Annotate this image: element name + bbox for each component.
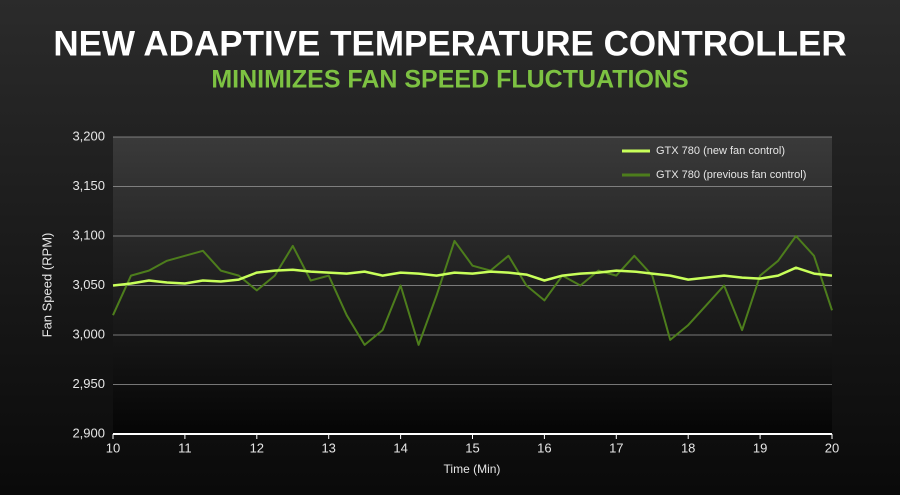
y-tick-label: 3,000 bbox=[72, 326, 105, 341]
x-tick-label: 16 bbox=[537, 440, 551, 455]
series-line bbox=[112, 266, 833, 287]
y-tick-label: 3,100 bbox=[72, 227, 105, 242]
y-tick-label: 3,200 bbox=[72, 128, 105, 143]
y-tick-label: 2,900 bbox=[72, 425, 105, 440]
x-tick-label: 15 bbox=[465, 440, 479, 455]
x-axis-label: Time (Min) bbox=[444, 462, 501, 476]
x-tick-label: 10 bbox=[106, 440, 120, 455]
x-tick-label: 11 bbox=[178, 440, 192, 455]
y-axis-label: Fan Speed (RPM) bbox=[39, 233, 54, 338]
x-tick-label: 18 bbox=[681, 440, 695, 455]
y-tick-label: 3,050 bbox=[72, 277, 105, 292]
y-tick-label: 2,950 bbox=[72, 376, 105, 391]
legend-label: GTX 780 (previous fan control) bbox=[656, 169, 806, 181]
x-tick-label: 19 bbox=[753, 440, 767, 455]
x-tick-label: 20 bbox=[825, 440, 839, 455]
x-tick-label: 14 bbox=[393, 440, 407, 455]
chart-subtitle: MINIMIZES FAN SPEED FLUCTUATIONS bbox=[211, 66, 688, 94]
chart-title: NEW ADAPTIVE TEMPERATURE CONTROLLER bbox=[53, 24, 846, 63]
series-line bbox=[112, 235, 833, 346]
legend-label: GTX 780 (new fan control) bbox=[656, 145, 785, 157]
x-tick-label: 17 bbox=[609, 440, 623, 455]
y-tick-label: 3,150 bbox=[72, 178, 105, 193]
x-tick-label: 12 bbox=[250, 440, 264, 455]
x-tick-label: 13 bbox=[321, 440, 335, 455]
